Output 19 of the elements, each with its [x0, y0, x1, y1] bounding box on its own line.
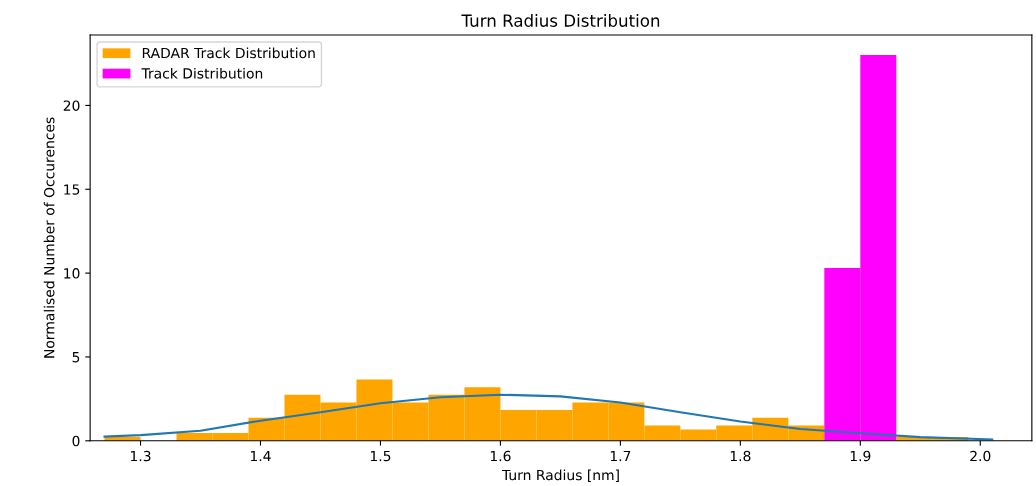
x-tick-label: 1.8: [730, 450, 751, 462]
x-tick-label: 1.5: [370, 450, 391, 462]
x-tick-label: 1.6: [490, 450, 511, 462]
legend-label: Track Distribution: [141, 67, 263, 79]
x-tick-label: 2.0: [970, 450, 991, 462]
y-tick-label: 20: [63, 100, 80, 111]
x-axis-title: Turn Radius [nm]: [501, 469, 619, 482]
x-tick-label: 1.9: [850, 450, 871, 462]
chart-title: Turn Radius Distribution: [461, 13, 660, 27]
x-tick-label: 1.7: [610, 450, 631, 462]
legend-label: RADAR Track Distribution: [142, 47, 315, 59]
line-series: [103, 393, 994, 441]
y-axis-title: Normalised Number of Occurences: [43, 117, 55, 358]
y-tick-label: 15: [64, 184, 80, 195]
y-tick-label: 5: [72, 352, 80, 363]
x-tick-label: 1.4: [250, 450, 271, 462]
y-tick-label: 10: [64, 268, 80, 279]
y-tick-label: 0: [72, 435, 80, 447]
x-tick-label: 1.3: [131, 450, 151, 462]
